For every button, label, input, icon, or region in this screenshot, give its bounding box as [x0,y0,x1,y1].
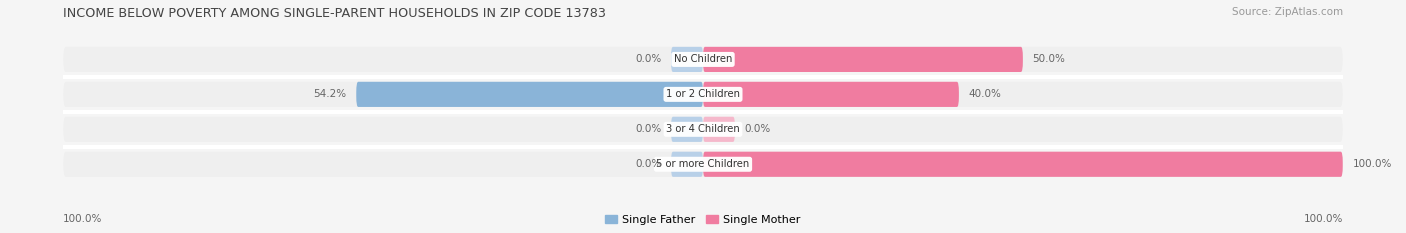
Text: 0.0%: 0.0% [636,55,661,64]
FancyBboxPatch shape [356,82,703,107]
FancyBboxPatch shape [703,117,735,142]
FancyBboxPatch shape [63,47,1343,72]
Legend: Single Father, Single Mother: Single Father, Single Mother [600,210,806,229]
Text: INCOME BELOW POVERTY AMONG SINGLE-PARENT HOUSEHOLDS IN ZIP CODE 13783: INCOME BELOW POVERTY AMONG SINGLE-PARENT… [63,7,606,20]
FancyBboxPatch shape [703,47,1024,72]
Text: 100.0%: 100.0% [1353,159,1392,169]
Text: 50.0%: 50.0% [1032,55,1066,64]
Text: No Children: No Children [673,55,733,64]
Text: Source: ZipAtlas.com: Source: ZipAtlas.com [1232,7,1343,17]
Text: 100.0%: 100.0% [63,214,103,224]
FancyBboxPatch shape [671,117,703,142]
Text: 54.2%: 54.2% [314,89,347,99]
FancyBboxPatch shape [63,82,1343,107]
Text: 5 or more Children: 5 or more Children [657,159,749,169]
Text: 3 or 4 Children: 3 or 4 Children [666,124,740,134]
Text: 0.0%: 0.0% [636,159,661,169]
Text: 1 or 2 Children: 1 or 2 Children [666,89,740,99]
FancyBboxPatch shape [703,152,1343,177]
FancyBboxPatch shape [63,152,1343,177]
Text: 100.0%: 100.0% [1303,214,1343,224]
FancyBboxPatch shape [63,117,1343,142]
Text: 40.0%: 40.0% [969,89,1001,99]
Text: 0.0%: 0.0% [745,124,770,134]
Text: 0.0%: 0.0% [636,124,661,134]
FancyBboxPatch shape [671,152,703,177]
FancyBboxPatch shape [671,47,703,72]
FancyBboxPatch shape [703,82,959,107]
